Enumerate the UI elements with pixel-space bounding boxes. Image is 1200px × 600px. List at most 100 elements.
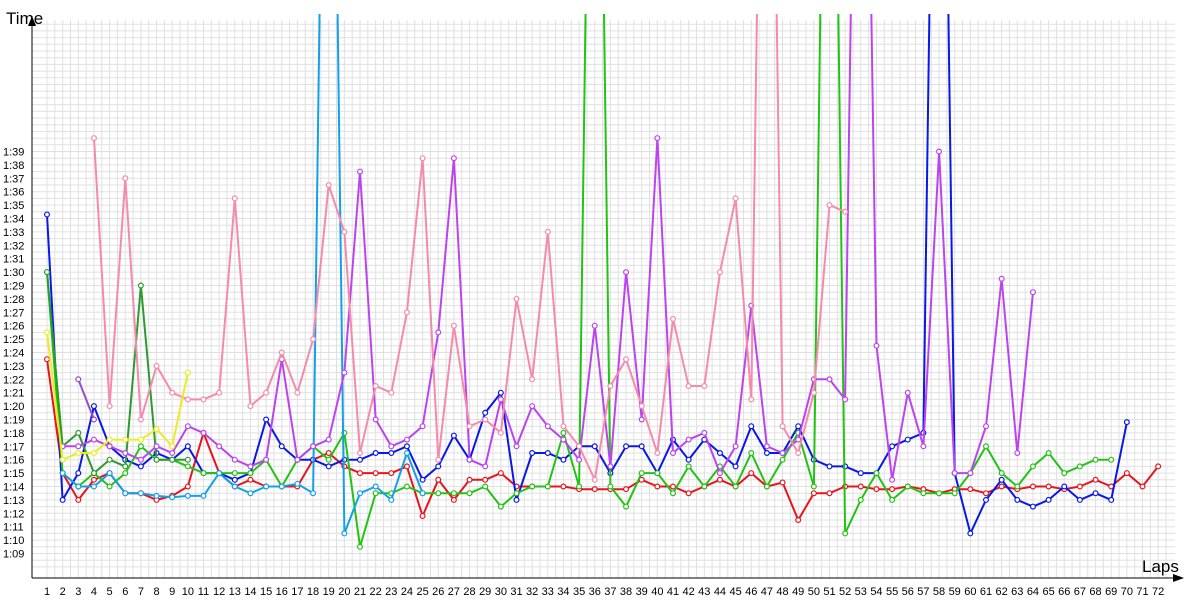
data-point: [90, 416, 97, 423]
data-point: [153, 362, 160, 369]
series-7: [43, 329, 191, 463]
y-tick-label: 1:18: [3, 428, 24, 440]
series-line: [46, 332, 189, 461]
data-point: [982, 423, 989, 430]
y-tick-label: 1:32: [3, 240, 24, 252]
data-point: [90, 135, 97, 142]
x-tick-label: 6: [122, 586, 128, 598]
data-point: [779, 423, 786, 430]
data-point: [90, 476, 97, 483]
data-point: [732, 443, 739, 450]
data-point: [450, 155, 457, 162]
x-tick-label: 19: [323, 586, 335, 598]
data-point: [200, 470, 207, 477]
data-point: [748, 470, 755, 477]
y-tick-label: 1:26: [3, 321, 24, 333]
x-tick-label: 25: [416, 586, 428, 598]
data-point: [153, 425, 160, 432]
data-point: [403, 436, 410, 443]
y-tick-label: 1:33: [3, 227, 24, 239]
data-point: [607, 483, 614, 490]
x-tick-label: 61: [980, 586, 992, 598]
data-point: [544, 423, 551, 430]
x-tick-label: 4: [91, 586, 97, 598]
data-point: [372, 450, 379, 457]
x-tick-label: 20: [338, 586, 350, 598]
data-point: [153, 443, 160, 450]
data-point: [716, 476, 723, 483]
data-point: [90, 403, 97, 410]
x-tick-label: 38: [620, 586, 632, 598]
y-tick-label: 1:31: [3, 254, 24, 266]
data-point: [560, 456, 567, 463]
data-point: [419, 490, 426, 497]
y-tick-label: 1:21: [3, 388, 24, 400]
data-point: [325, 456, 332, 463]
x-tick-label: 22: [370, 586, 382, 598]
data-point: [216, 389, 223, 396]
x-tick-label: 41: [667, 586, 679, 598]
data-point: [1139, 483, 1146, 490]
data-point: [341, 530, 348, 537]
x-tick-label: 5: [107, 586, 113, 598]
data-point: [372, 490, 379, 497]
y-tick-label: 1:10: [3, 535, 24, 547]
y-tick-label: 1:38: [3, 160, 24, 172]
data-point: [1092, 476, 1099, 483]
data-point: [106, 470, 113, 477]
data-point: [90, 470, 97, 477]
data-point: [497, 389, 504, 396]
data-point: [497, 396, 504, 403]
data-point: [184, 423, 191, 430]
data-point: [388, 443, 395, 450]
data-point: [403, 463, 410, 470]
data-point: [654, 483, 661, 490]
data-point: [466, 476, 473, 483]
data-point: [904, 436, 911, 443]
x-tick-label: 10: [182, 586, 194, 598]
x-tick-label: 26: [432, 586, 444, 598]
data-point: [247, 470, 254, 477]
x-tick-label: 9: [169, 586, 175, 598]
x-tick-label: 53: [855, 586, 867, 598]
data-point: [106, 436, 113, 443]
data-point: [137, 282, 144, 289]
data-point: [810, 483, 817, 490]
y-tick-label: 1:27: [3, 307, 24, 319]
data-point: [623, 443, 630, 450]
data-point: [810, 389, 817, 396]
data-point: [623, 503, 630, 510]
data-point: [482, 463, 489, 470]
data-point: [278, 483, 285, 490]
data-point: [153, 456, 160, 463]
data-point: [388, 496, 395, 503]
data-point: [513, 443, 520, 450]
data-point: [591, 322, 598, 329]
data-point: [1014, 483, 1021, 490]
data-point: [497, 429, 504, 436]
data-point: [576, 483, 583, 490]
x-tick-label: 46: [745, 586, 757, 598]
data-point: [795, 450, 802, 457]
y-tick-label: 1:36: [3, 187, 24, 199]
data-point: [857, 483, 864, 490]
data-point: [1014, 450, 1021, 457]
data-point: [75, 443, 82, 450]
data-point: [450, 322, 457, 329]
y-tick-label: 1:22: [3, 374, 24, 386]
data-point: [716, 470, 723, 477]
x-tick-label: 60: [964, 586, 976, 598]
y-tick-label: 1:25: [3, 334, 24, 346]
data-point: [357, 450, 364, 457]
data-point: [748, 396, 755, 403]
data-point: [513, 496, 520, 503]
y-tick-label: 1:30: [3, 267, 24, 279]
x-tick-label: 40: [651, 586, 663, 598]
data-point: [357, 456, 364, 463]
grid: [32, 20, 1175, 578]
data-point: [544, 450, 551, 457]
y-tick-label: 1:11: [3, 522, 24, 534]
data-point: [716, 269, 723, 276]
x-tick-label: 31: [510, 586, 522, 598]
x-tick-label: 49: [792, 586, 804, 598]
